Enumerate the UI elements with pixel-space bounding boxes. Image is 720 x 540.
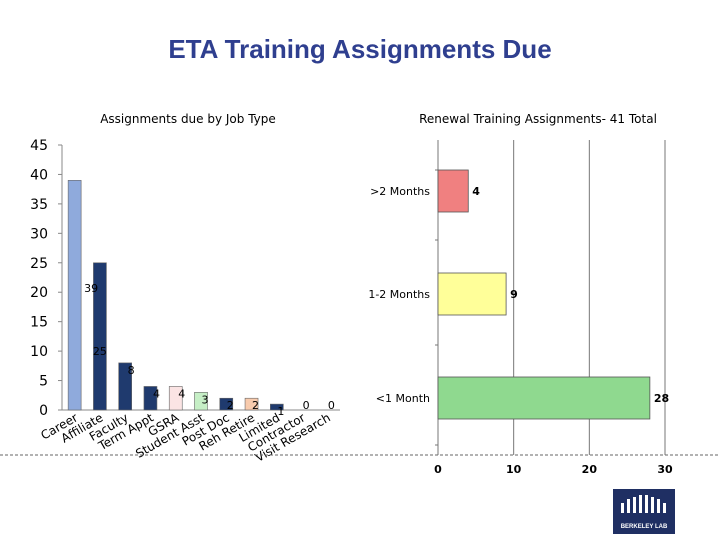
- renewal-chart: Renewal Training Assignments- 41 Total 0…: [368, 112, 673, 476]
- job-type-data-label: 0: [303, 399, 310, 412]
- job-type-bar: [118, 362, 132, 411]
- job-type-bar: [219, 397, 234, 411]
- renewal-category-label: <1 Month: [376, 392, 430, 405]
- renewal-category-label: >2 Months: [370, 185, 430, 198]
- job-type-bar: [168, 386, 183, 411]
- x-tick-label: 20: [582, 463, 598, 476]
- renewal-data-label: 4: [472, 185, 480, 198]
- renewal-bar: [437, 272, 507, 316]
- job-type-data-label: 25: [93, 345, 107, 358]
- job-type-data-label: 0: [328, 399, 335, 412]
- job-type-data-label: 39: [84, 282, 98, 295]
- berkeley-lab-logo: BERKELEY LAB: [613, 489, 675, 534]
- x-tick-label: 30: [657, 463, 673, 476]
- lab-building-icon: [621, 495, 666, 513]
- slide-title: ETA Training Assignments Due: [168, 34, 552, 64]
- x-tick-label: 0: [434, 463, 442, 476]
- y-tick-label: 30: [30, 226, 48, 242]
- job-type-bar: [244, 397, 259, 411]
- y-tick-label: 15: [30, 315, 48, 331]
- job-type-bar: [143, 386, 158, 411]
- job-type-data-label: 2: [227, 399, 234, 412]
- job-type-chart: Assignments due by Job Type 051015202530…: [30, 112, 340, 465]
- job-type-data-label: 4: [153, 387, 160, 400]
- renewal-category-label: 1-2 Months: [368, 288, 430, 301]
- renewal-bar: [437, 376, 651, 420]
- renewal-data-label: 9: [510, 288, 518, 301]
- y-tick-label: 45: [30, 138, 48, 154]
- job-type-bar: [194, 392, 208, 411]
- renewal-data-label: 28: [654, 392, 669, 405]
- job-type-data-label: 2: [252, 399, 259, 412]
- x-tick-label: 10: [506, 463, 522, 476]
- y-tick-label: 5: [39, 374, 48, 390]
- y-tick-label: 20: [30, 285, 48, 301]
- job-type-bar: [93, 262, 107, 411]
- renewal-chart-title: Renewal Training Assignments- 41 Total: [419, 112, 657, 126]
- job-type-data-label: 1: [277, 405, 284, 418]
- job-type-bar: [270, 403, 284, 411]
- y-tick-label: 40: [30, 167, 48, 183]
- job-type-chart-title: Assignments due by Job Type: [100, 112, 276, 126]
- y-tick-label: 25: [30, 256, 48, 272]
- y-tick-label: 35: [30, 197, 48, 213]
- y-tick-label: 10: [30, 344, 48, 360]
- renewal-bar: [437, 169, 469, 213]
- job-type-data-label: 4: [178, 387, 185, 400]
- job-type-data-label: 3: [202, 393, 209, 406]
- y-tick-label: 0: [39, 403, 48, 419]
- logo-text: BERKELEY LAB: [620, 524, 668, 530]
- job-type-bar: [67, 180, 82, 411]
- job-type-data-label: 8: [128, 364, 135, 377]
